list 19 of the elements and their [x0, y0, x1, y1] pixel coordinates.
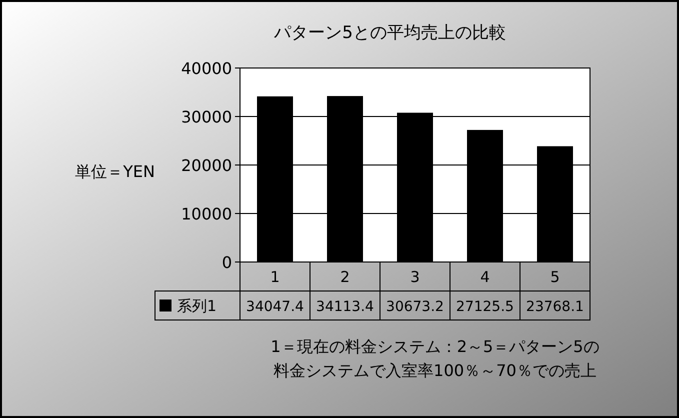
x-tick-label: 4 [480, 268, 490, 286]
data-label: 23768.1 [526, 299, 584, 315]
x-tick-label: 2 [340, 268, 350, 286]
x-axis-title: 1＝現在の料金システム：2～5＝パターン5の料金システムで入室率100％～70％での売上 [270, 337, 600, 380]
y-tick-label: 0 [222, 253, 232, 272]
y-axis-title: 単位＝YEN [75, 162, 155, 181]
legend-label: 系列1 [177, 297, 217, 315]
data-label: 34113.4 [316, 299, 374, 315]
chart-title: パターン5との平均売上の比較 [273, 23, 506, 43]
x-tick-label: 1 [270, 268, 280, 286]
data-label: 27125.5 [456, 299, 514, 315]
data-label: 30673.2 [386, 299, 444, 315]
y-tick-label: 30000 [181, 108, 232, 126]
x-tick-label: 3 [410, 268, 420, 286]
x-tick-label: 5 [550, 268, 560, 286]
y-tick-label: 10000 [181, 204, 232, 224]
y-tick-label: 40000 [181, 59, 232, 78]
data-label: 34047.4 [246, 299, 304, 315]
y-tick-label: 20000 [181, 156, 232, 175]
